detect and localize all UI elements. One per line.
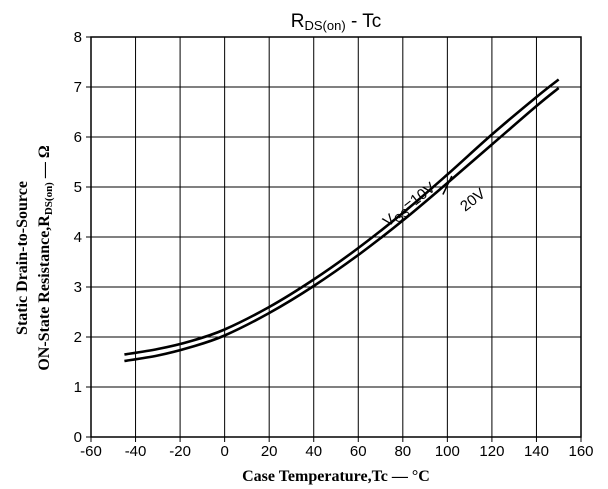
x-tick-label: -60 — [80, 443, 102, 460]
annotation-20v: 20V — [457, 185, 489, 215]
y-axis-label-line2: ON-State Resistance,RDS(on) — Ω — [36, 145, 55, 371]
y-axis-label-line1: Static Drain-to-Source — [14, 181, 31, 335]
grid — [86, 36, 582, 442]
y-tick-label: 3 — [74, 279, 82, 296]
series-line-vgs-10v — [124, 78, 560, 356]
plot-frame — [90, 36, 582, 438]
x-tick-label: 20 — [261, 443, 278, 460]
x-tick-label: -40 — [125, 443, 147, 460]
series-group — [124, 78, 560, 363]
x-axis-label: Case Temperature,Tc — °C — [242, 468, 430, 485]
x-tick-label: -20 — [169, 443, 191, 460]
y-tick-label: 2 — [74, 329, 82, 346]
x-tick-label: 80 — [394, 443, 411, 460]
x-tick-label: 0 — [220, 443, 228, 460]
y-tick-label: 5 — [74, 179, 82, 196]
x-tick-label: 40 — [305, 443, 322, 460]
y-tick-label: 0 — [74, 429, 82, 446]
x-tick-label: 60 — [350, 443, 367, 460]
annotation-leader — [442, 175, 453, 195]
x-tick-label: 100 — [435, 443, 460, 460]
series-line-vgs-20v — [124, 86, 560, 363]
y-tick-label: 4 — [74, 229, 82, 246]
x-tick-label: 120 — [479, 443, 504, 460]
y-tick-label: 1 — [74, 379, 82, 396]
x-axis-ticks: -60 -40 -20 0 20 40 60 80 100 120 140 160 — [80, 443, 593, 460]
x-tick-label: 140 — [524, 443, 549, 460]
y-tick-label: 8 — [74, 29, 82, 46]
y-axis-ticks: 0 1 2 3 4 5 6 7 8 — [74, 29, 82, 446]
x-tick-label: 160 — [568, 443, 593, 460]
y-tick-label: 7 — [74, 79, 82, 96]
chart-title: RDS(on) - Tc — [291, 11, 381, 33]
y-tick-label: 6 — [74, 129, 82, 146]
